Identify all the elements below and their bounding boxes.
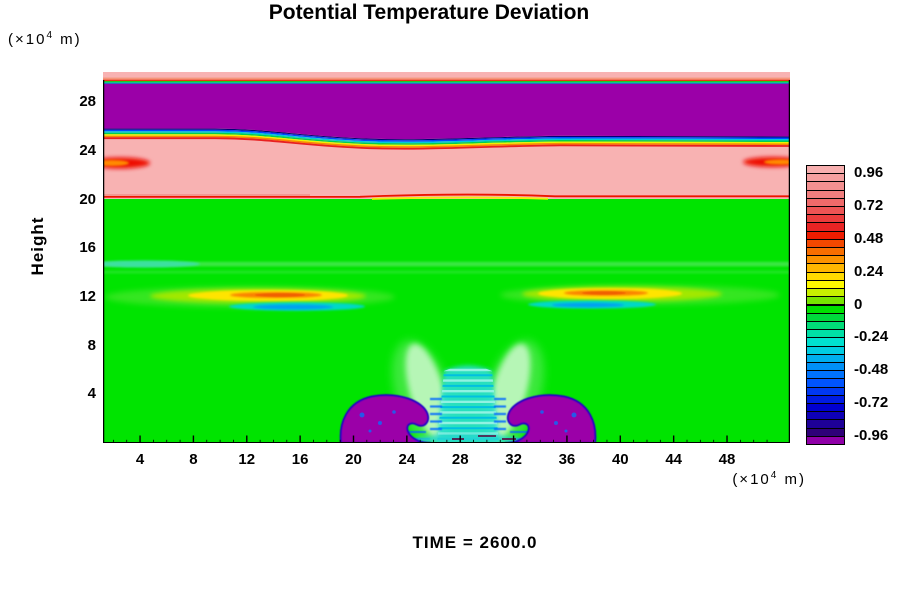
plot-frame [103,80,790,443]
negative-stratosphere-band [103,83,790,140]
colorbar-tick-label: 0 [854,295,863,313]
y-units-exponent: 4 [46,30,55,41]
x-axis-units: (×104 m) [594,470,806,488]
pink-green-interface [103,193,790,200]
colorbar-tick-label: 0.72 [854,197,884,215]
y-tick-label: 28 [79,93,96,111]
y-units-prefix: (×10 [8,31,47,48]
contour-plot [103,72,790,443]
y-axis-units: (×104 m) [8,30,82,48]
y-tick-label: 16 [79,239,96,257]
y-units-suffix: m) [54,31,82,48]
colorbar [806,165,845,445]
upper-inversion-layers [103,77,790,150]
surface-cold-bubble [339,340,597,443]
y-tick-label: 8 [87,336,96,354]
colorbar-tick-label: -0.48 [854,361,889,379]
y-tick-label: 24 [79,142,96,160]
colorbar-tick-label: -0.72 [854,393,889,411]
x-units-prefix: (×10 [732,471,771,488]
updraft-column [437,365,499,443]
lobe-speckles [359,410,577,433]
y-tick-label: 12 [79,288,96,306]
colorbar-tick-label: 0.96 [854,164,884,182]
x-units-suffix: m) [778,471,806,488]
x-tick-label: 4 [135,451,145,468]
cold-lobe-right [504,394,597,443]
y-tick-label: 4 [87,385,96,403]
x-tick-label: 44 [665,451,682,468]
x-units-exponent: 4 [770,470,779,481]
mid-level-light-bands [103,260,790,274]
colorbar-tick-label: -0.24 [854,328,889,346]
y-tick-label: 20 [79,190,96,208]
x-tick-label: 20 [345,451,362,468]
colorbar-tick-label: 0.48 [854,229,884,247]
x-tick-label: 24 [398,451,416,468]
x-tick-label: 28 [451,451,469,468]
x-tick-label: 8 [189,451,198,468]
cyan-skirt [405,434,531,443]
cold-lobe-left [339,394,432,443]
x-tick-label: 48 [718,451,736,468]
x-tick-label: 16 [291,451,309,468]
x-tick-label: 32 [505,451,522,468]
time-label: TIME = 2600.0 [412,533,538,552]
x-tick-label: 12 [238,451,256,468]
colorbar-tick-label: 0.24 [854,262,884,280]
x-tick-label: 36 [558,451,576,468]
colorbar-cell [806,435,845,445]
x-tick-label: 40 [611,451,629,468]
plot-title: Potential Temperature Deviation [268,1,590,24]
edge-warm-blobs [103,157,790,169]
warm-lens-right [500,285,780,309]
warm-lens-left [105,286,395,311]
y-axis-label: Height [28,216,47,276]
colorbar-tick-label: -0.96 [854,426,889,444]
band-bottom-rainbow-edge [103,128,790,150]
